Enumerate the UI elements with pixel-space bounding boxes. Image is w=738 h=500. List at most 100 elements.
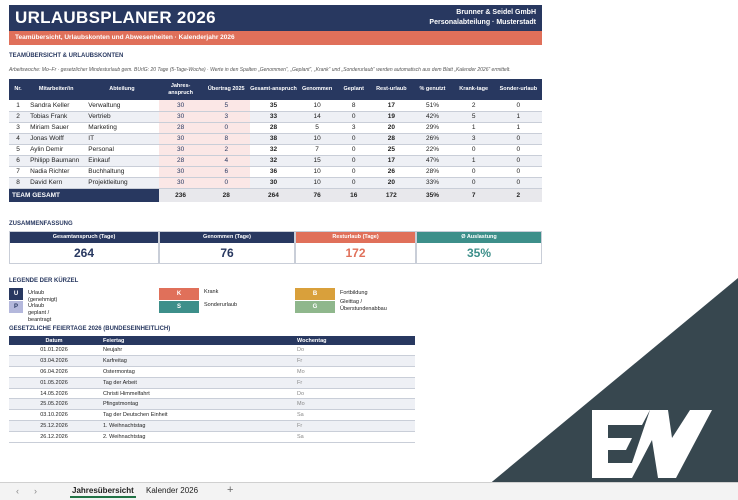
total-cell[interactable]: 76 bbox=[297, 188, 338, 202]
table-cell[interactable]: 15 bbox=[297, 155, 338, 167]
table-cell[interactable]: 0 bbox=[452, 144, 495, 156]
table-cell[interactable]: 28% bbox=[412, 166, 453, 178]
column-header[interactable]: Mitarbeiter/in bbox=[27, 79, 86, 100]
total-cell[interactable]: 236 bbox=[158, 188, 203, 202]
total-cell[interactable]: 7 bbox=[452, 188, 495, 202]
table-cell[interactable]: 5 bbox=[202, 100, 250, 112]
tab-next-icon[interactable]: › bbox=[34, 486, 37, 496]
total-cell[interactable]: 264 bbox=[249, 188, 298, 202]
holiday-cell[interactable]: 14.05.2026 bbox=[9, 388, 99, 400]
table-cell[interactable]: 1 bbox=[452, 155, 495, 167]
table-cell[interactable]: 0 bbox=[494, 133, 542, 145]
table-cell[interactable]: 2 bbox=[9, 111, 28, 123]
table-cell[interactable]: 22% bbox=[412, 144, 453, 156]
table-cell[interactable]: 0 bbox=[494, 100, 542, 112]
table-cell[interactable]: 33 bbox=[249, 111, 298, 123]
table-cell[interactable]: 3 bbox=[337, 122, 371, 134]
holiday-cell[interactable]: 26.12.2026 bbox=[9, 431, 99, 443]
holiday-row[interactable]: 03.10.2026 Tag der Deutschen Einheit Sa bbox=[9, 409, 415, 422]
holiday-cell[interactable]: Mo bbox=[293, 398, 415, 411]
table-cell[interactable]: 17 bbox=[370, 100, 413, 112]
table-cell[interactable]: 30 bbox=[158, 111, 203, 123]
holiday-cell[interactable]: Fr bbox=[293, 355, 415, 368]
table-cell[interactable]: 7 bbox=[297, 144, 338, 156]
table-cell[interactable]: 4 bbox=[9, 133, 28, 145]
table-cell[interactable]: 20 bbox=[370, 122, 413, 134]
table-cell[interactable]: 26 bbox=[370, 166, 413, 178]
table-cell[interactable]: 3 bbox=[452, 133, 495, 145]
holiday-cell[interactable]: 01.05.2026 bbox=[9, 377, 99, 389]
table-cell[interactable]: 17 bbox=[370, 155, 413, 167]
table-cell[interactable]: 0 bbox=[337, 155, 371, 167]
table-cell[interactable]: 51% bbox=[412, 100, 453, 112]
table-cell[interactable]: 8 bbox=[202, 133, 250, 145]
holiday-cell[interactable]: 1. Weihnachtstag bbox=[99, 420, 293, 432]
table-cell[interactable]: 32 bbox=[249, 144, 298, 156]
tab-prev-icon[interactable]: ‹ bbox=[16, 486, 19, 496]
table-cell[interactable]: Personal bbox=[85, 144, 159, 156]
column-header[interactable]: Genommen bbox=[297, 79, 338, 100]
holiday-row[interactable]: 25.12.2026 1. Weihnachtstag Fr bbox=[9, 420, 415, 432]
table-cell[interactable]: 28 bbox=[158, 155, 203, 167]
table-cell[interactable]: 0 bbox=[494, 144, 542, 156]
table-cell[interactable]: 7 bbox=[9, 166, 28, 178]
total-row[interactable]: TEAM GESAMT 236 28 264 76 16 172 35% 7 2 bbox=[9, 188, 542, 202]
table-row[interactable]: 3 Miriam Sauer Marketing 28 0 28 5 3 20 29% 1 1 bbox=[9, 122, 542, 134]
table-row[interactable]: 5 Aylin Demir Personal 30 2 32 7 0 25 22% 0 0 bbox=[9, 144, 542, 156]
table-cell[interactable]: Tobias Frank bbox=[27, 111, 86, 123]
table-row[interactable]: 4 Jonas Wolff IT 30 8 38 10 0 28 26% 3 0 bbox=[9, 133, 542, 145]
holiday-cell[interactable]: Do bbox=[293, 345, 415, 357]
table-cell[interactable]: Verwaltung bbox=[85, 100, 159, 112]
holiday-cell[interactable]: 03.10.2026 bbox=[9, 409, 99, 422]
table-cell[interactable]: Buchhaltung bbox=[85, 166, 159, 178]
tab-kalender-2026[interactable]: Kalender 2026 bbox=[146, 486, 199, 495]
table-cell[interactable]: 26% bbox=[412, 133, 453, 145]
table-cell[interactable]: 35 bbox=[249, 100, 298, 112]
table-cell[interactable]: 25 bbox=[370, 144, 413, 156]
column-header[interactable]: Gesamt-anspruch bbox=[249, 79, 298, 100]
column-header[interactable]: Feiertag bbox=[99, 336, 293, 345]
table-cell[interactable]: 0 bbox=[452, 166, 495, 178]
table-cell[interactable]: 4 bbox=[202, 155, 250, 167]
table-cell[interactable]: 10 bbox=[297, 133, 338, 145]
table-cell[interactable]: 14 bbox=[297, 111, 338, 123]
table-cell[interactable]: 6 bbox=[9, 155, 28, 167]
table-cell[interactable]: 0 bbox=[494, 155, 542, 167]
holiday-row[interactable]: 03.04.2026 Karfreitag Fr bbox=[9, 355, 415, 368]
table-cell[interactable]: 5 bbox=[9, 144, 28, 156]
table-cell[interactable]: 0 bbox=[337, 111, 371, 123]
table-cell[interactable]: 36 bbox=[249, 166, 298, 178]
total-cell[interactable]: 2 bbox=[494, 188, 542, 202]
holidays-table[interactable]: Datum Feiertag Wochentag 01.01.2026 Neuja… bbox=[9, 336, 415, 443]
table-row[interactable]: 1 Sandra Keller Verwaltung 30 5 35 10 8 17 51% 2 0 bbox=[9, 100, 542, 112]
holiday-cell[interactable]: Neujahr bbox=[99, 345, 293, 357]
table-cell[interactable]: 10 bbox=[297, 166, 338, 178]
table-cell[interactable]: 0 bbox=[202, 177, 250, 189]
tab-jahresuebersicht[interactable]: Jahresübersicht bbox=[70, 485, 136, 498]
column-header[interactable]: Datum bbox=[9, 336, 99, 345]
holiday-row[interactable]: 14.05.2026 Christi Himmelfahrt Do bbox=[9, 388, 415, 400]
table-cell[interactable]: Nadia Richter bbox=[27, 166, 86, 178]
column-header[interactable]: Nr. bbox=[9, 79, 28, 100]
total-cell[interactable]: 16 bbox=[337, 188, 371, 202]
column-header[interactable]: Abteilung bbox=[85, 79, 159, 100]
column-header[interactable]: % genutzt bbox=[412, 79, 453, 100]
table-cell[interactable]: 1 bbox=[494, 122, 542, 134]
holiday-row[interactable]: 25.05.2026 Pfingstmontag Mo bbox=[9, 398, 415, 411]
column-header[interactable]: Übertrag 2025 bbox=[202, 79, 250, 100]
table-cell[interactable]: 0 bbox=[337, 177, 371, 189]
table-cell[interactable]: Jonas Wolff bbox=[27, 133, 86, 145]
table-cell[interactable]: 6 bbox=[202, 166, 250, 178]
table-cell[interactable]: 0 bbox=[337, 166, 371, 178]
summary-card-remaining[interactable]: Resturlaub (Tage) 172 bbox=[295, 231, 416, 264]
table-cell[interactable]: 2 bbox=[202, 144, 250, 156]
table-cell[interactable]: 10 bbox=[297, 100, 338, 112]
table-cell[interactable]: 47% bbox=[412, 155, 453, 167]
table-cell[interactable]: 5 bbox=[452, 111, 495, 123]
table-cell[interactable]: Aylin Demir bbox=[27, 144, 86, 156]
holiday-cell[interactable]: Christi Himmelfahrt bbox=[99, 388, 293, 400]
holiday-cell[interactable]: Fr bbox=[293, 420, 415, 432]
holiday-cell[interactable]: 2. Weihnachtstag bbox=[99, 431, 293, 443]
holiday-cell[interactable]: 25.12.2026 bbox=[9, 420, 99, 432]
table-cell[interactable]: David Kern bbox=[27, 177, 86, 189]
